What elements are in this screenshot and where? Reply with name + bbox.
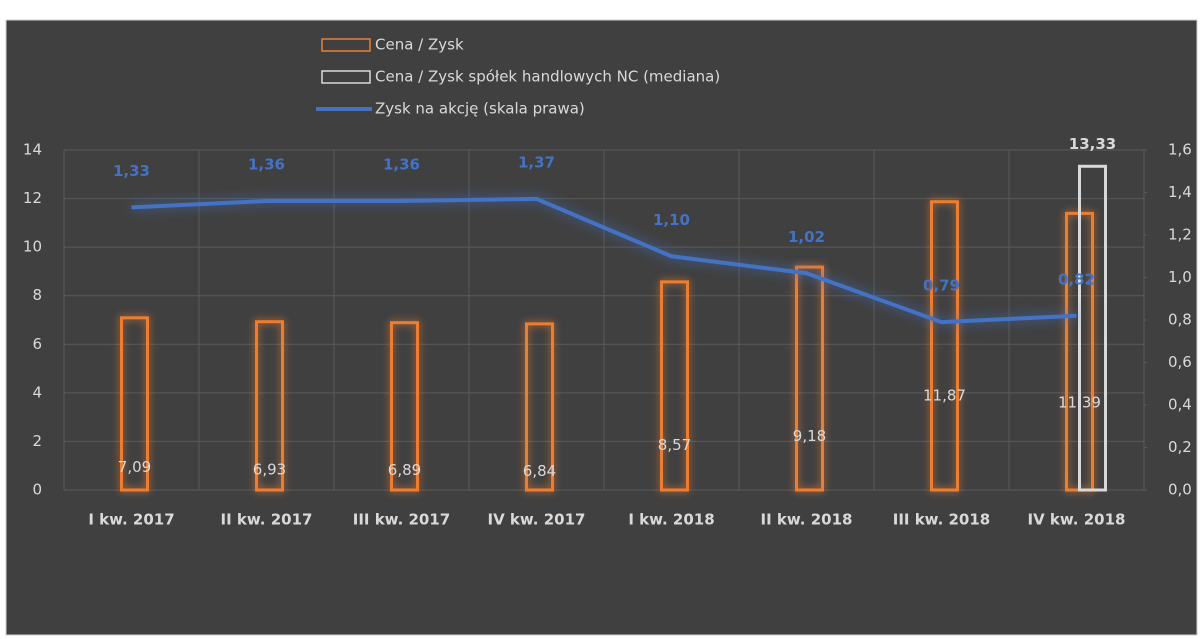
bar bbox=[120, 316, 149, 492]
line-value-label: 0,82 bbox=[1058, 270, 1095, 288]
bar bbox=[255, 320, 284, 492]
x-tick-label: IV kw. 2018 bbox=[1028, 511, 1126, 529]
y-tick-label: 14 bbox=[23, 141, 42, 159]
y2-tick-label: 0,6 bbox=[1168, 353, 1192, 371]
line-value-label: 1,37 bbox=[518, 153, 555, 171]
y2-tick-label: 0,0 bbox=[1168, 481, 1192, 499]
x-tick-label: II kw. 2018 bbox=[761, 511, 853, 529]
bar bbox=[930, 200, 959, 492]
bar-value-label: 9,18 bbox=[793, 427, 826, 445]
line-value-label: 0,79 bbox=[923, 277, 960, 295]
x-tick-label: III kw. 2017 bbox=[353, 511, 451, 529]
y-tick-label: 2 bbox=[32, 432, 42, 450]
y2-tick-label: 0,2 bbox=[1168, 438, 1192, 456]
x-tick-label: II kw. 2017 bbox=[221, 511, 313, 529]
y-tick-label: 4 bbox=[32, 383, 42, 401]
bar-value-label: 8,57 bbox=[658, 436, 691, 454]
legend-swatch bbox=[321, 70, 371, 84]
x-tick-label: III kw. 2018 bbox=[893, 511, 991, 529]
y-tick-label: 10 bbox=[23, 238, 42, 256]
line bbox=[131, 196, 1077, 325]
bar bbox=[1078, 164, 1107, 492]
y2-tick-label: 1,2 bbox=[1168, 226, 1192, 244]
legend-label: Cena / Zysk spółek handlowych NC (median… bbox=[375, 68, 720, 86]
x-tick-label: IV kw. 2017 bbox=[488, 511, 586, 529]
bar-value-label: 6,84 bbox=[523, 462, 556, 480]
line-value-label: 1,02 bbox=[788, 228, 825, 246]
y-tick-label: 6 bbox=[32, 335, 42, 353]
line-value-label: 1,36 bbox=[248, 156, 285, 174]
y2-tick-label: 0,4 bbox=[1168, 396, 1192, 414]
bar-value-label: 6,93 bbox=[253, 461, 286, 479]
bar-value-label: 13,33 bbox=[1069, 135, 1116, 153]
y2-tick-label: 1,0 bbox=[1168, 268, 1192, 286]
bar bbox=[795, 265, 824, 492]
legend-label: Zysk na akcję (skala prawa) bbox=[375, 100, 585, 118]
y-tick-label: 12 bbox=[23, 189, 42, 207]
y2-tick-label: 1,4 bbox=[1168, 183, 1192, 201]
y-tick-label: 0 bbox=[32, 481, 42, 499]
bar bbox=[660, 280, 689, 492]
bar bbox=[390, 321, 419, 492]
y-tick-label: 8 bbox=[32, 286, 42, 304]
x-tick-label: I kw. 2018 bbox=[628, 511, 714, 529]
legend-swatch bbox=[321, 38, 371, 52]
y2-tick-label: 1,6 bbox=[1168, 141, 1192, 159]
bar bbox=[525, 322, 554, 492]
line-value-label: 1,36 bbox=[383, 156, 420, 174]
chart-background bbox=[5, 19, 1198, 636]
line-value-label: 1,10 bbox=[653, 211, 690, 229]
bar-value-label: 7,09 bbox=[118, 458, 151, 476]
line-value-label: 1,33 bbox=[113, 162, 150, 180]
x-tick-label: I kw. 2017 bbox=[88, 511, 174, 529]
y2-tick-label: 0,8 bbox=[1168, 311, 1192, 329]
bar-value-label: 11,87 bbox=[923, 386, 966, 404]
legend-label: Cena / Zysk bbox=[375, 36, 464, 54]
bar-value-label: 6,89 bbox=[388, 461, 421, 479]
